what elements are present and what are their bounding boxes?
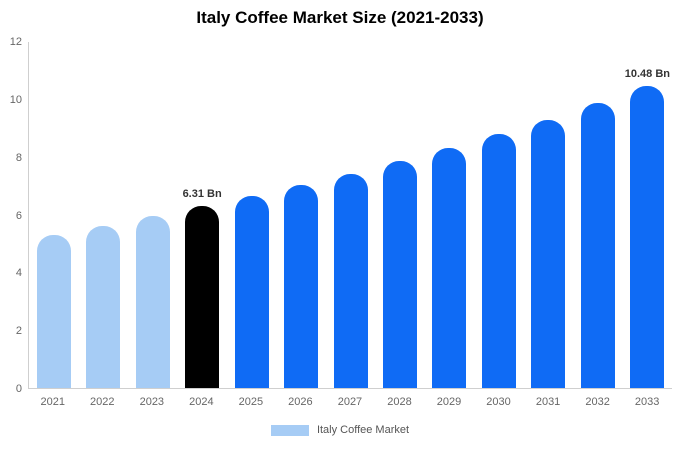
bar-value-label: 6.31 Bn [182, 188, 222, 201]
chart-title: Italy Coffee Market Size (2021-2033) [196, 8, 484, 27]
x-tick-label: 2027 [337, 396, 363, 408]
bar-2028 [383, 160, 418, 388]
x-tick-label: 2024 [189, 396, 214, 408]
bar-2027 [333, 173, 368, 388]
bar-2026 [284, 185, 319, 388]
bar-2025 [234, 196, 269, 388]
bar-column-2021 [29, 42, 78, 388]
y-tick-label: 4 [15, 267, 22, 280]
bar-2029 [432, 148, 467, 388]
y-tick-label: 0 [15, 383, 22, 395]
legend-label: Italy Coffee Market [316, 424, 410, 436]
x-axis: 2021 2022 2023 2024 2025 2026 2027 2028 2029 2030… [28, 396, 672, 408]
bar-column-2028 [375, 42, 424, 388]
bar-column-2023 [128, 42, 177, 388]
bar-2024 [185, 206, 220, 388]
x-tick-label: 2021 [40, 396, 65, 408]
bar-column-2025 [227, 42, 276, 388]
bar-2032 [580, 102, 615, 388]
x-tick-label: 2030 [486, 396, 511, 408]
y-tick-label: 12 [9, 36, 22, 48]
bar-column-2032 [573, 42, 622, 388]
bar-value-label: 10.48 Bn [624, 67, 670, 80]
bar-column-2030 [474, 42, 523, 388]
bar-2030 [481, 134, 516, 388]
bar-2033 [630, 85, 665, 388]
x-tick-label: 2026 [288, 396, 313, 408]
bar-column-2031 [524, 42, 573, 388]
y-tick-label: 6 [15, 209, 22, 222]
y-tick-label: 8 [15, 151, 22, 164]
x-tick-label: 2031 [535, 396, 561, 408]
y-tick-label: 10 [9, 93, 22, 106]
bar-column-2029 [425, 42, 474, 388]
x-tick-label: 2033 [634, 396, 660, 408]
bar-column-2033: 10.48 Bn [623, 42, 672, 388]
x-tick-label: 2032 [585, 396, 610, 408]
legend-swatch [270, 424, 309, 436]
bar-column-2026 [276, 42, 325, 388]
bar-column-2027 [326, 42, 375, 388]
bar-2022 [86, 225, 121, 388]
bar-2023 [135, 216, 170, 388]
bar-2031 [531, 119, 566, 388]
y-tick-label: 2 [15, 325, 22, 338]
x-tick-label: 2025 [238, 396, 264, 408]
x-tick-label: 2028 [387, 396, 412, 408]
x-tick-label: 2029 [436, 396, 462, 408]
bar-2021 [36, 235, 71, 388]
x-tick-label: 2023 [139, 396, 165, 408]
bar-column-2024: 6.31 Bn [177, 42, 226, 388]
x-tick-label: 2022 [90, 396, 115, 408]
plot-area: 6.31 Bn 10.48 Bn [28, 42, 672, 389]
legend: Italy Coffee Market [0, 424, 680, 436]
bars-container: 6.31 Bn 10.48 Bn [29, 42, 672, 388]
bar-column-2022 [78, 42, 127, 388]
